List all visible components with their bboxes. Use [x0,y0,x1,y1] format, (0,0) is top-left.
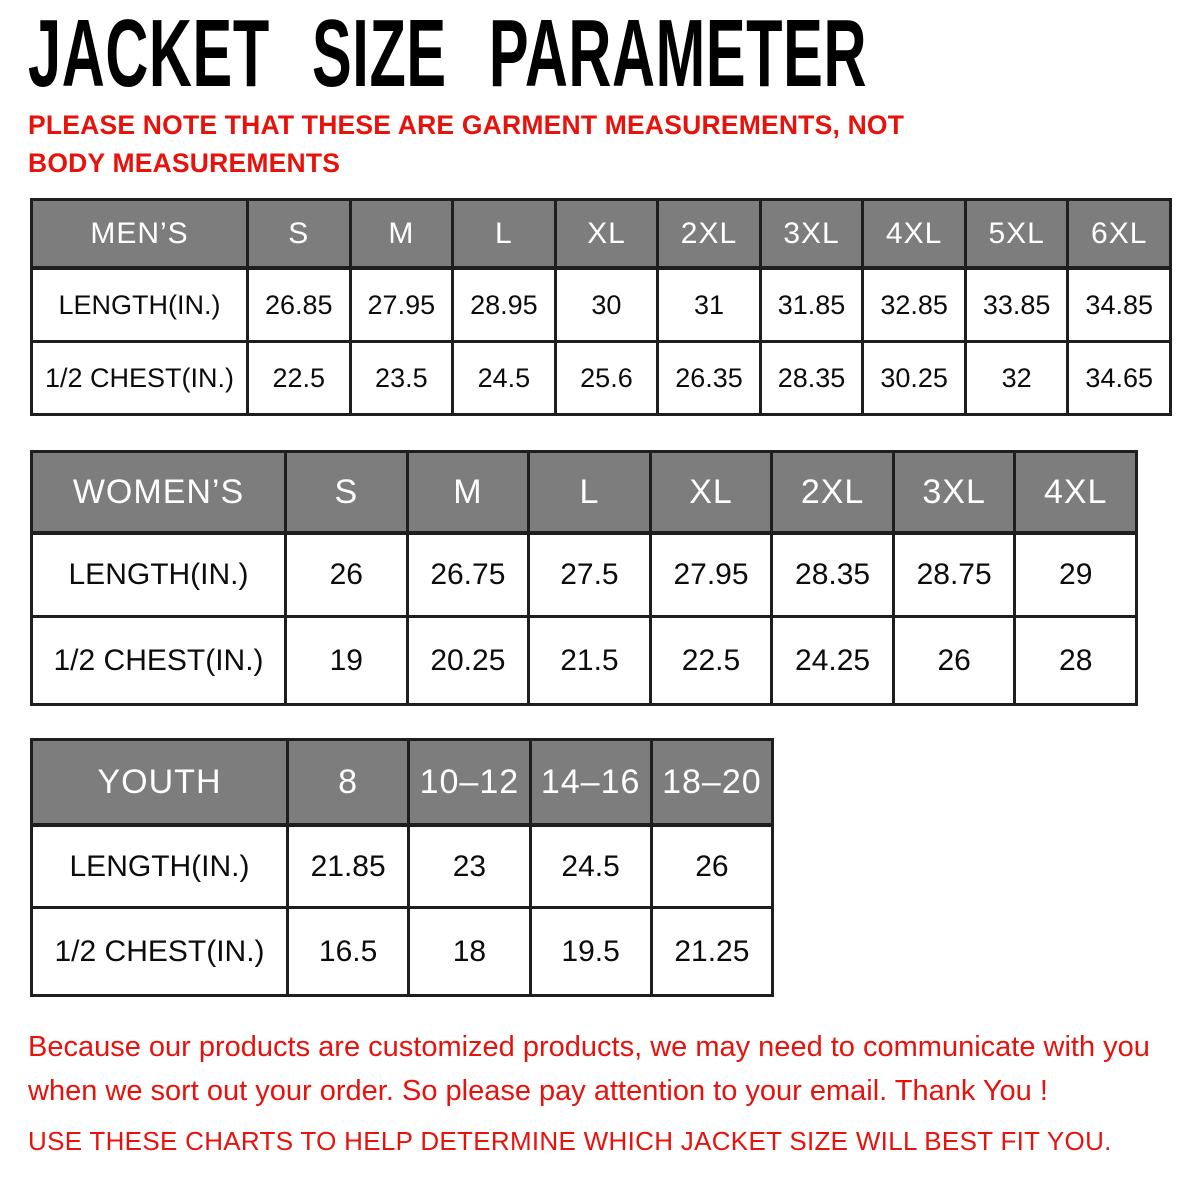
size-header-cell: L [527,453,649,535]
row-label-cell: 1/2 CHEST(IN.) [53,643,264,677]
table-title-cell: MEN’S [33,201,246,270]
chart-usage-note: USE THESE CHARTS TO HELP DETERMINE WHICH… [28,1126,1112,1156]
size-header-cell: M [405,453,528,535]
measurement-value-cell: 34.65 [1066,343,1169,413]
measurement-value-cell: 27.95 [348,270,452,343]
measurement-value-cell: 26.75 [405,535,528,618]
row-label-cell: 1/2 CHEST(IN.) [54,934,265,968]
measurement-value-cell: 26 [891,618,1014,703]
size-header-cell: M [348,201,452,270]
measurement-value-cell: 31 [656,270,759,343]
measurement-value-cell: 24.5 [528,827,650,909]
measurement-value-cell: 31.85 [758,270,862,343]
measurement-value-cell: 23.5 [348,343,452,413]
size-header-cell: 10–12 [407,741,529,827]
row-label-cell: LENGTH(IN.) [33,535,284,618]
measurement-value-cell: 28.35 [758,343,862,413]
measurement-value-cell: 30 [553,270,657,343]
measurement-value-cell: 29 [1013,535,1135,618]
measurement-value-cell: 27.95 [648,535,771,618]
measurement-value-cell: 19.5 [528,909,650,994]
measurement-value-cell: 32 [963,343,1067,413]
measurement-value-cell: 34.85 [1066,270,1169,343]
measurement-value-cell: 28.95 [451,270,554,343]
size-header-cell: 6XL [1066,201,1169,270]
measurement-value-cell: 24.25 [770,618,892,703]
measurement-value-cell: 28 [1013,618,1135,703]
measurement-value-cell: 28.35 [770,535,892,618]
youth-size-table: YOUTH 8 10–12 14–16 18–20 LENGTH(IN.) 21.85 23 2… [30,738,774,997]
measurement-value-cell: 30.25 [861,343,964,413]
measurement-value-cell: 25.6 [553,343,657,413]
size-header-cell: 18–20 [649,741,771,827]
measurement-value-cell: 19 [284,618,406,703]
size-header-cell: 4XL [1013,453,1135,535]
table-title-cell: YOUTH [33,741,286,827]
measurement-value-cell: 21.5 [527,618,649,703]
size-header-cell: 14–16 [528,741,650,827]
size-header-cell: S [246,201,349,270]
row-label-cell: LENGTH(IN.) [33,270,246,343]
measurement-value-cell: 18 [407,909,528,994]
size-header-cell: 8 [286,741,408,827]
measurement-value-cell: 21.85 [286,827,408,909]
size-header-cell: 3XL [758,201,862,270]
garment-measurement-note: PLEASE NOTE THAT THESE ARE GARMENT MEASU… [28,110,905,179]
mens-size-table: MEN’S S M L XL 2XL 3XL 4XL 5XL 6XL LENGTH(IN.) 26.8… [30,198,1172,416]
measurement-value-cell: 27.5 [527,535,649,618]
size-header-cell: XL [553,201,657,270]
measurement-value-cell: 24.5 [451,343,554,413]
size-header-cell: 4XL [861,201,964,270]
measurement-value-cell: 20.25 [405,618,528,703]
measurement-value-cell: 32.85 [861,270,964,343]
size-header-cell: 5XL [963,201,1067,270]
size-header-cell: 2XL [656,201,759,270]
page-title-text: JACKET SIZE PARAMETER [28,0,868,107]
row-label-cell: 1/2 CHEST(IN.) [44,362,235,393]
table-title-cell: WOMEN’S [33,453,284,535]
measurement-value-cell: 33.85 [963,270,1067,343]
measurement-value-cell: 22.5 [648,618,771,703]
measurement-value-cell: 26.35 [656,343,759,413]
size-header-cell: S [284,453,406,535]
size-header-cell: 3XL [891,453,1014,535]
measurement-value-cell: 22.5 [246,343,349,413]
measurement-value-cell: 16.5 [286,909,407,994]
measurement-value-cell: 26 [284,535,406,618]
measurement-value-cell: 26 [649,827,771,909]
customization-communication-note: Because our products are customized prod… [28,1031,1150,1107]
measurement-value-cell: 23 [407,827,529,909]
measurement-value-cell: 26.85 [246,270,349,343]
size-header-cell: XL [648,453,771,535]
measurement-value-cell: 21.25 [649,909,771,994]
page-title: JACKET SIZE PARAMETER [28,6,1200,102]
size-header-cell: L [451,201,554,270]
row-label-cell: LENGTH(IN.) [33,827,286,909]
measurement-value-cell: 28.75 [891,535,1014,618]
womens-size-table: WOMEN’S S M L XL 2XL 3XL 4XL LENGTH(IN.) 26 26.75 2… [30,450,1138,706]
size-header-cell: 2XL [770,453,892,535]
